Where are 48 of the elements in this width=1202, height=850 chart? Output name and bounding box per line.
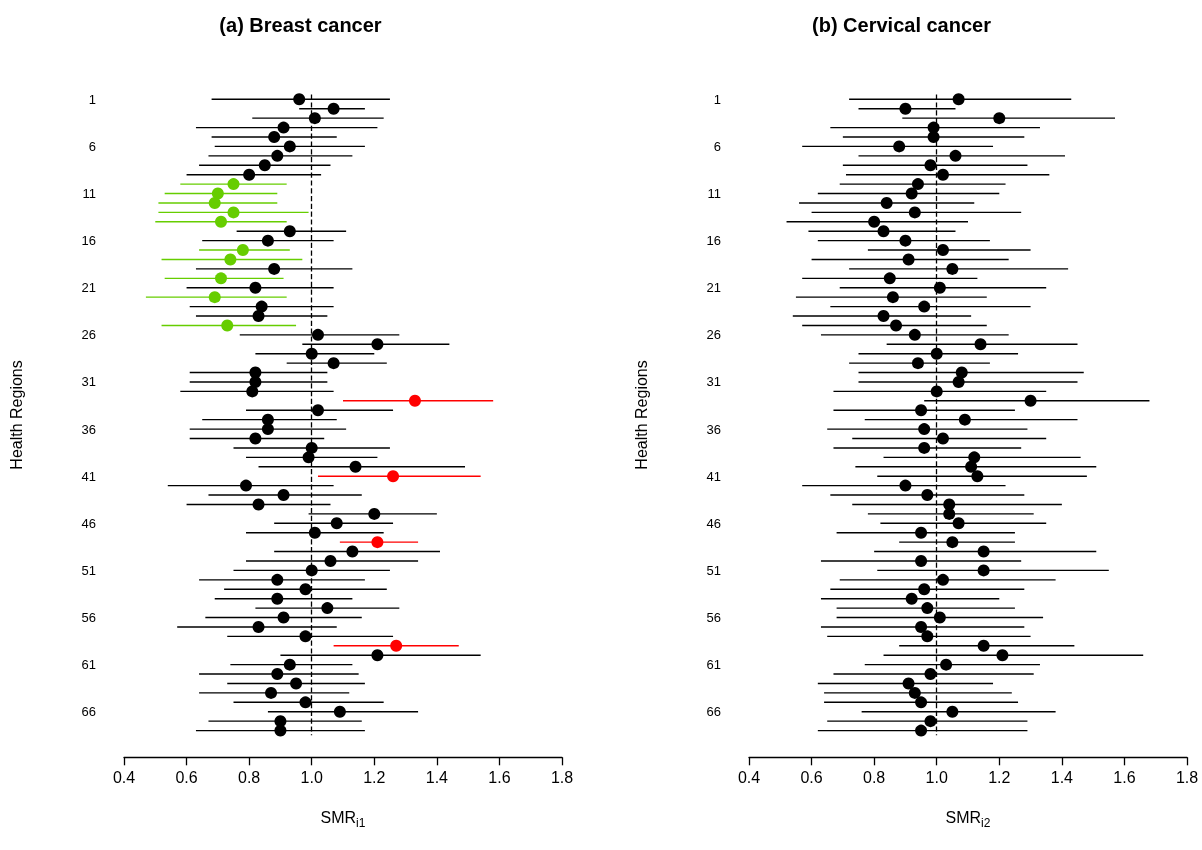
y-tick-label: 26 — [706, 327, 721, 343]
y-tick-label: 21 — [706, 280, 721, 296]
y-tick-label: 31 — [81, 374, 96, 390]
x-tick-label: 1.8 — [550, 768, 574, 786]
x-tick-label: 1.8 — [1175, 768, 1199, 786]
x-tick-label: 1.6 — [488, 768, 511, 786]
x-tick-label: 0.8 — [863, 768, 886, 786]
x-tick-label: 0.8 — [238, 768, 261, 786]
x-tick-label: 1.0 — [300, 768, 323, 786]
y-tick-label: 1 — [88, 91, 96, 107]
y-axis-title: Health Regions — [632, 360, 650, 470]
y-tick-label: 51 — [81, 562, 96, 578]
y-tick-label: 16 — [81, 233, 96, 249]
y-tick-label: 56 — [81, 610, 96, 626]
y-tick-label: 51 — [706, 562, 721, 578]
y-tick-label: 1 — [713, 91, 721, 107]
y-tick-label: 46 — [706, 515, 721, 531]
y-tick-label: 66 — [81, 704, 96, 720]
y-tick-label: 26 — [81, 327, 96, 343]
x-tick-label: 0.6 — [175, 768, 198, 786]
x-tick-label: 1.0 — [925, 768, 948, 786]
chart-title: (b) Cervical cancer — [812, 14, 992, 36]
y-axis-title: Health Regions — [7, 360, 25, 470]
y-tick-label: 36 — [81, 421, 96, 437]
x-tick-label: 1.4 — [425, 768, 449, 786]
x-tick-label: 1.2 — [363, 768, 386, 786]
y-tick-label: 21 — [81, 280, 96, 296]
y-tick-label: 11 — [82, 186, 96, 202]
x-tick-label: 1.4 — [1050, 768, 1074, 786]
x-tick-label: 0.4 — [112, 768, 136, 786]
y-tick-label: 36 — [706, 421, 721, 437]
y-tick-label: 61 — [706, 657, 721, 673]
y-tick-label: 41 — [706, 468, 721, 484]
x-tick-label: 1.6 — [1113, 768, 1136, 786]
chart-title: (a) Breast cancer — [219, 14, 382, 36]
x-tick-label: 0.6 — [800, 768, 823, 786]
y-tick-label: 31 — [706, 374, 721, 390]
y-tick-label: 41 — [81, 468, 96, 484]
y-tick-label: 16 — [706, 233, 721, 249]
y-tick-label: 11 — [707, 186, 721, 202]
y-tick-label: 6 — [88, 138, 96, 154]
y-tick-label: 61 — [81, 657, 96, 673]
x-tick-label: 1.2 — [988, 768, 1011, 786]
x-tick-label: 0.4 — [737, 768, 761, 786]
y-tick-label: 56 — [706, 610, 721, 626]
y-tick-label: 66 — [706, 704, 721, 720]
y-tick-label: 46 — [81, 515, 96, 531]
y-tick-label: 6 — [713, 138, 721, 154]
